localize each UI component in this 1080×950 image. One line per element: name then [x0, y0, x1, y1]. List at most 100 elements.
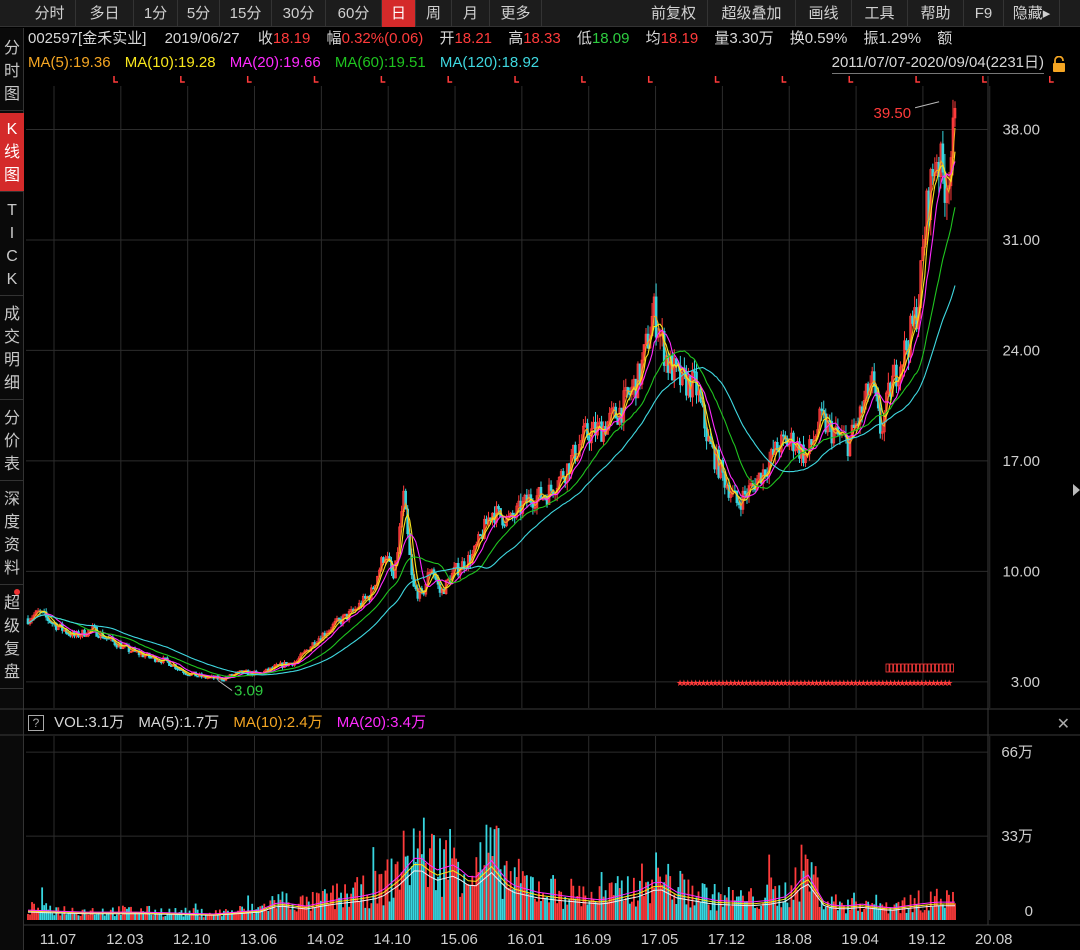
- volume-bar: [461, 893, 464, 920]
- sidebar-tab-4[interactable]: 分价表: [0, 402, 24, 481]
- volume-bar: [364, 907, 367, 920]
- event-marker: [447, 76, 453, 83]
- change-label: 幅: [326, 30, 342, 47]
- volume-bar: [164, 915, 167, 920]
- lock-icon[interactable]: [1052, 56, 1066, 72]
- volume-bar: [334, 909, 336, 920]
- volume-bar: [780, 907, 783, 920]
- volume-bar: [509, 871, 512, 920]
- toolbar-action-5[interactable]: F9: [964, 0, 1004, 27]
- volume-bar: [525, 875, 528, 920]
- toolbar-action-1[interactable]: 超级叠加: [708, 0, 796, 27]
- toolbar-action-2[interactable]: 画线: [796, 0, 852, 27]
- volume-bar: [206, 914, 209, 920]
- volume-bar: [350, 893, 353, 920]
- help-icon[interactable]: ?: [28, 715, 44, 732]
- volume-bar: [663, 882, 666, 920]
- toolbar-tab-0[interactable]: 分时: [24, 0, 76, 27]
- toolbar-tab-6[interactable]: 60分: [326, 0, 382, 27]
- signal-star: ★: [930, 679, 938, 689]
- volume-bar: [212, 913, 215, 920]
- candle-body: [533, 506, 537, 509]
- volume-bar: [519, 883, 522, 920]
- toolbar-tab-4[interactable]: 15分: [220, 0, 272, 27]
- volume-bar: [877, 908, 880, 920]
- toolbar-tab-3[interactable]: 5分: [178, 0, 220, 27]
- candle-body: [97, 635, 100, 638]
- volume-bar: [257, 907, 260, 920]
- date-range[interactable]: 2011/07/07-2020/09/04(2231日): [831, 52, 1044, 74]
- ma10-line: [27, 151, 956, 680]
- volume-bar: [632, 877, 635, 920]
- event-marker: [380, 76, 386, 83]
- volume-bar: [580, 906, 583, 920]
- toolbar-action-6[interactable]: 隐藏▸: [1004, 0, 1060, 27]
- candle-body: [929, 169, 933, 221]
- volume-tick-label: 66万: [1001, 744, 1033, 761]
- stock-code-name[interactable]: 002597[金禾实业]: [28, 30, 147, 47]
- sidebar-tab-3[interactable]: 成交明细: [0, 298, 24, 400]
- signal-star: ★: [676, 679, 684, 689]
- volume-bar: [158, 913, 161, 920]
- volume-bar: [445, 840, 447, 920]
- toolbar-action-4[interactable]: 帮助: [908, 0, 964, 27]
- signal-box: [889, 663, 894, 673]
- volume-bar: [946, 890, 948, 920]
- event-marker: [781, 76, 787, 83]
- volume-bar: [699, 902, 702, 920]
- volume-bar: [822, 909, 825, 920]
- volume-bar: [338, 897, 340, 920]
- toolbar-tab-7[interactable]: 日: [382, 0, 416, 27]
- volume-bar: [941, 904, 944, 920]
- volume-bar: [913, 898, 916, 920]
- volume-bar: [937, 905, 940, 920]
- candle-body: [539, 487, 543, 499]
- toolbar-tab-10[interactable]: 更多: [490, 0, 542, 27]
- volume-tick-label: 33万: [1001, 828, 1033, 845]
- volume-bar: [612, 895, 615, 920]
- toolbar-tab-1[interactable]: 多日: [76, 0, 134, 27]
- volume-bar: [431, 833, 433, 920]
- volume-bar: [752, 896, 754, 920]
- volume-bar: [309, 910, 312, 920]
- toolbar-tab-2[interactable]: 1分: [134, 0, 178, 27]
- volume-bar: [433, 835, 435, 920]
- sidebar-tab-0[interactable]: 分时图: [0, 32, 24, 111]
- toolbar-tab-9[interactable]: 月: [452, 0, 490, 27]
- volume-bar: [473, 885, 476, 920]
- volume-bar: [388, 901, 391, 920]
- volume-bar: [560, 891, 563, 920]
- signal-box: [935, 663, 939, 673]
- chevron-right-icon[interactable]: [1073, 484, 1080, 496]
- volume-bar: [483, 865, 486, 920]
- volume-bar: [711, 894, 714, 920]
- toolbar-action-3[interactable]: 工具: [852, 0, 908, 27]
- volume-bar: [491, 855, 494, 920]
- candle-body: [903, 340, 906, 366]
- ma-legend: MA(5):19.36 MA(10):19.28 MA(20):19.66 MA…: [28, 52, 1080, 74]
- volume-bar: [693, 905, 696, 920]
- volume-bar: [443, 849, 445, 920]
- candle-body: [103, 637, 107, 640]
- toolbar-tab-5[interactable]: 30分: [272, 0, 326, 27]
- sidebar-tab-6[interactable]: 超级复盘: [0, 587, 24, 689]
- max-price-label: 39.50: [874, 105, 912, 122]
- sidebar-tab-5[interactable]: 深度资料: [0, 483, 24, 585]
- signal-star: ★: [696, 679, 704, 689]
- event-marker: [514, 76, 520, 83]
- volume-bar: [447, 879, 449, 920]
- volume-bar: [931, 906, 934, 920]
- time-tick-label: 15.06: [440, 931, 478, 948]
- volume-bar: [841, 902, 843, 920]
- volume-bar: [861, 911, 863, 920]
- toolbar-action-0[interactable]: 前复权: [640, 0, 708, 27]
- close-label: 收: [257, 30, 273, 47]
- volume-bar: [344, 884, 346, 920]
- close-value: 18.19: [272, 30, 311, 47]
- close-icon[interactable]: ✕: [1056, 716, 1070, 733]
- toolbar-tab-8[interactable]: 周: [416, 0, 452, 27]
- time-tick-label: 12.10: [173, 931, 211, 948]
